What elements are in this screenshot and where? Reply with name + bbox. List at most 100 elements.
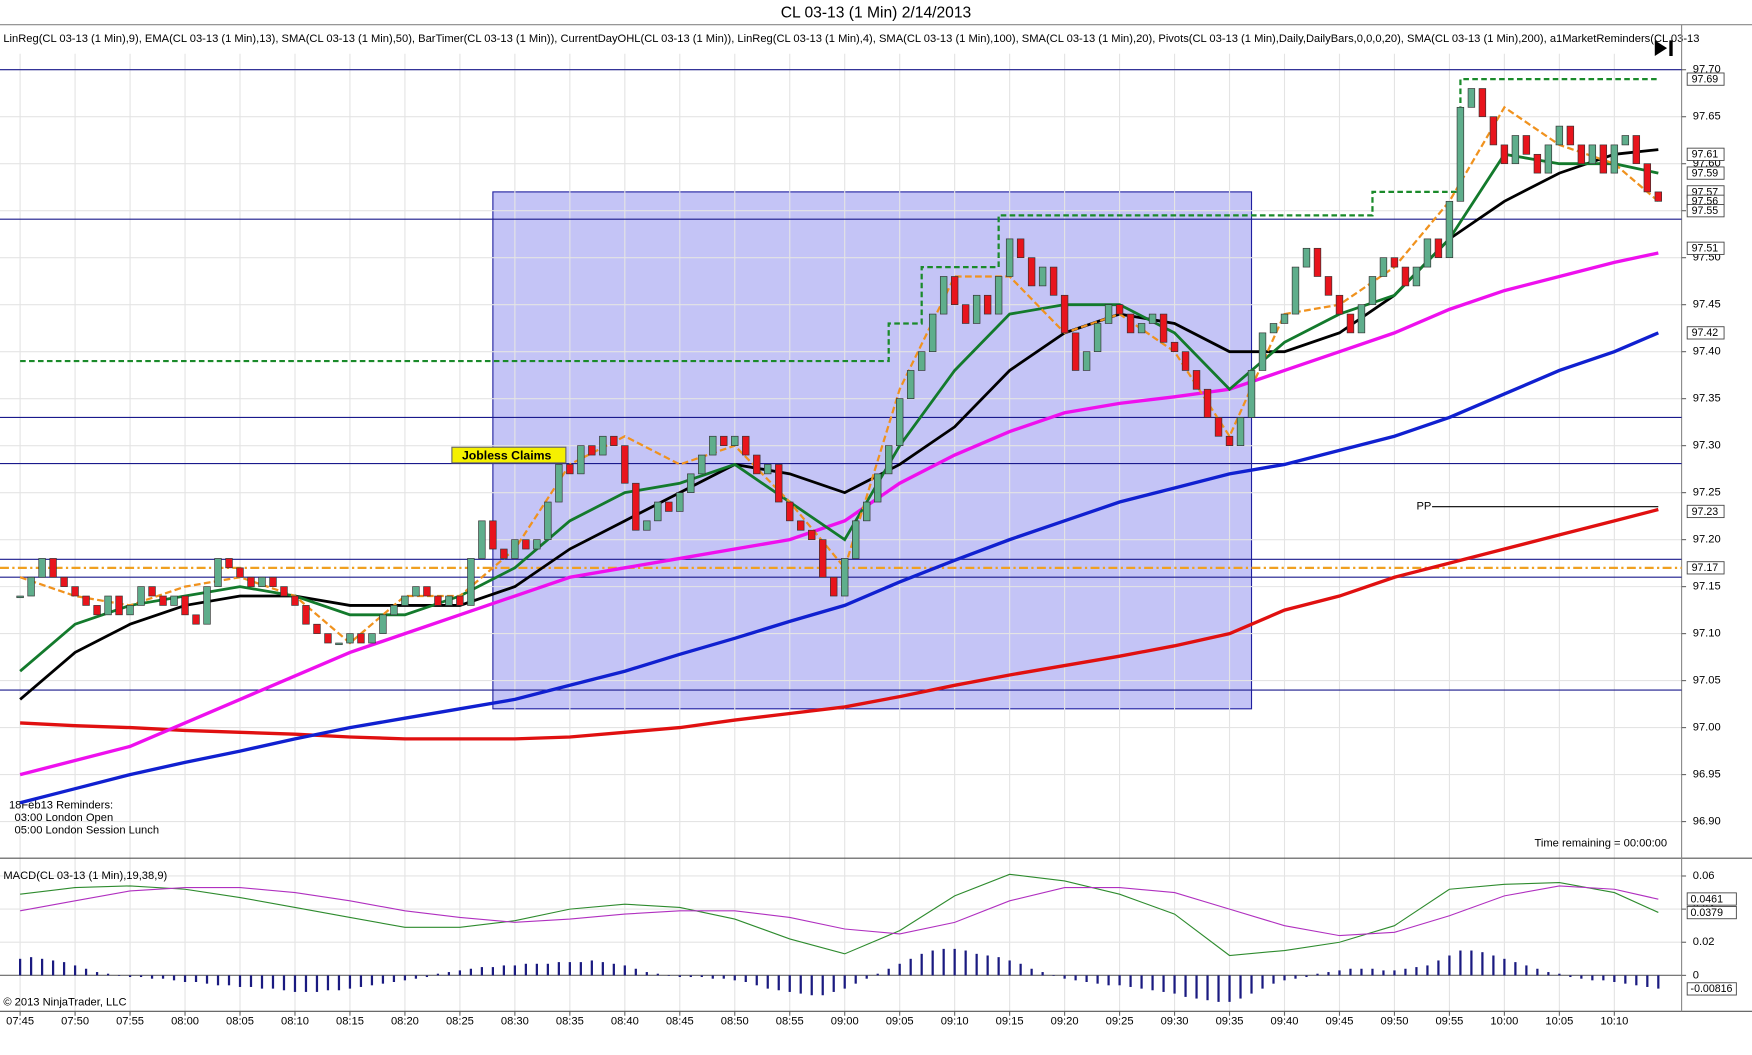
candle — [236, 567, 244, 578]
candle — [874, 473, 882, 503]
histogram-bar — [777, 975, 780, 991]
candle — [313, 623, 321, 634]
histogram-bar — [843, 975, 846, 989]
histogram-bar — [931, 950, 934, 976]
candle — [203, 586, 211, 625]
candle — [489, 520, 497, 550]
histogram-bar — [128, 975, 132, 978]
histogram-bar — [887, 968, 890, 976]
candle — [1005, 238, 1014, 277]
play-icon[interactable] — [1654, 40, 1673, 56]
candle — [863, 501, 871, 522]
candle — [1071, 332, 1080, 371]
candle — [1148, 313, 1157, 324]
histogram-bar — [29, 957, 33, 976]
histogram-bar — [249, 975, 253, 987]
candle — [632, 482, 640, 531]
y-tick-label: 97.35 — [1693, 393, 1721, 405]
histogram-bar — [1338, 970, 1341, 976]
candle — [676, 492, 684, 512]
candle — [423, 586, 431, 597]
y-tick-label: 97.25 — [1693, 487, 1721, 499]
candle — [1280, 313, 1289, 324]
candle — [225, 558, 233, 569]
candle — [1654, 191, 1663, 202]
y-tick-label: 96.90 — [1693, 816, 1721, 828]
histogram-bar — [370, 975, 374, 986]
histogram-bar — [1272, 975, 1275, 984]
candle — [346, 633, 354, 644]
reminder: 03:00 London Open — [15, 812, 114, 824]
candle — [1038, 266, 1047, 287]
histogram-bar — [1360, 968, 1363, 976]
reminder: 18Feb13 Reminders: — [9, 800, 113, 812]
candle — [1093, 323, 1102, 353]
candle — [928, 313, 937, 353]
candle — [1544, 144, 1553, 174]
histogram-bar — [337, 975, 341, 991]
x-tick-label: 09:00 — [831, 1015, 859, 1027]
candle — [544, 501, 552, 540]
candle — [93, 605, 101, 616]
candle — [1104, 304, 1113, 324]
histogram-bar — [854, 975, 857, 984]
candle — [1368, 276, 1377, 306]
histogram-bar — [810, 975, 813, 996]
histogram-bar — [1041, 972, 1044, 976]
histogram-bar — [359, 975, 363, 987]
candle — [1027, 257, 1036, 287]
candle — [71, 586, 79, 597]
candle — [1599, 144, 1608, 174]
histogram-bar — [876, 973, 879, 976]
candle — [720, 435, 728, 446]
candle — [1434, 238, 1443, 259]
macd-title: MACD(CL 03-13 (1 Min),19,38,9) — [3, 870, 167, 882]
histogram-bar — [1470, 950, 1473, 976]
candle — [148, 586, 156, 597]
candle — [1533, 153, 1542, 174]
candle — [1401, 266, 1410, 287]
histogram-bar — [546, 963, 549, 976]
histogram-bar — [150, 975, 154, 979]
candle — [599, 435, 607, 456]
candle — [775, 464, 783, 503]
candle — [731, 435, 739, 446]
y-tick-label: 97.05 — [1693, 675, 1721, 687]
x-tick-label: 09:20 — [1051, 1015, 1079, 1027]
histogram-bar — [106, 973, 110, 976]
candle — [324, 633, 332, 644]
candle — [302, 605, 310, 625]
x-tick-label: 07:50 — [61, 1015, 89, 1027]
histogram-bar — [1602, 975, 1605, 981]
histogram-bar — [304, 975, 308, 992]
price-marker-label: 97.59 — [1692, 167, 1719, 179]
x-tick-label: 08:20 — [391, 1015, 419, 1027]
candle — [753, 454, 761, 475]
candle — [1555, 125, 1564, 146]
histogram-bar — [953, 948, 956, 976]
x-tick-label: 09:55 — [1435, 1015, 1463, 1027]
candle — [906, 370, 915, 399]
histogram-bar — [821, 975, 824, 996]
histogram-bar — [1503, 958, 1506, 976]
x-tick-label: 10:10 — [1600, 1015, 1628, 1027]
candle — [478, 520, 486, 559]
histogram-bar — [766, 975, 769, 989]
x-tick-label: 09:15 — [996, 1015, 1024, 1027]
histogram-bar — [788, 975, 791, 992]
candle — [1379, 257, 1388, 277]
histogram-bar — [623, 965, 626, 976]
candle — [379, 614, 387, 634]
histogram-bar — [436, 973, 440, 976]
x-tick-label: 09:30 — [1161, 1015, 1189, 1027]
histogram-bar — [458, 970, 462, 976]
histogram-bar — [1294, 975, 1297, 979]
candle — [830, 576, 838, 597]
x-tick-label: 07:45 — [6, 1015, 34, 1027]
histogram-bar — [1657, 975, 1660, 989]
price-marker — [1686, 72, 1725, 86]
histogram-bar — [733, 975, 736, 981]
candle — [269, 576, 277, 587]
histogram-bar — [117, 975, 121, 976]
histogram-bar — [95, 972, 99, 976]
